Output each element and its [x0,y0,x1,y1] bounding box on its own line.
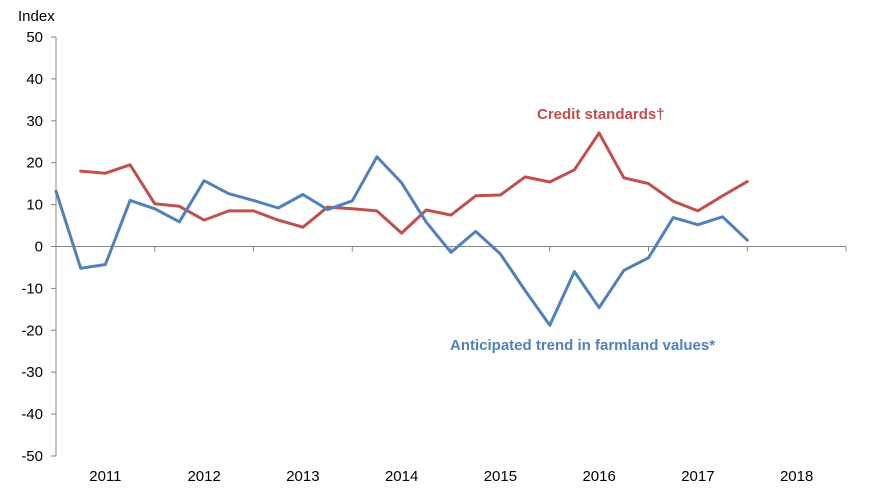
x-tick-label: 2016 [582,468,615,485]
series-line-credit-standards [79,131,749,235]
y-tick-label: 40 [26,71,43,88]
y-tick-label: 0 [35,239,43,256]
y-tick-label: -10 [21,280,43,297]
x-tick-label: 2011 [89,468,121,485]
x-tick-label: 2012 [187,468,220,485]
series-label-credit-standards: Credit standards† [537,106,665,123]
x-tick-label: 2014 [385,468,418,485]
y-axis: 50 40 30 20 10 0 -10 -20 -30 -40 -50 [21,29,57,465]
series-group [54,131,749,327]
y-tick-label: 30 [26,113,43,130]
x-tick-label: 2013 [286,468,319,485]
x-tick-label: 2015 [484,468,517,485]
y-tick-label: 10 [26,197,43,214]
series-line-anticipated-trend [54,155,749,327]
y-tick-label: 50 [26,29,43,46]
x-axis: 2011 2012 2013 2014 2015 2016 2017 2018 [56,246,847,485]
y-tick-label: -20 [21,322,43,339]
x-tick-label: 2018 [780,468,813,485]
y-tick-label: -50 [21,448,43,465]
x-tick-label: 2017 [681,468,714,485]
y-tick-label: -30 [21,364,43,381]
y-tick-label: 20 [26,155,43,172]
series-label-anticipated-trend: Anticipated trend in farmland values* [450,337,715,354]
y-axis-title: Index [18,8,55,25]
y-tick-label: -40 [21,406,43,423]
